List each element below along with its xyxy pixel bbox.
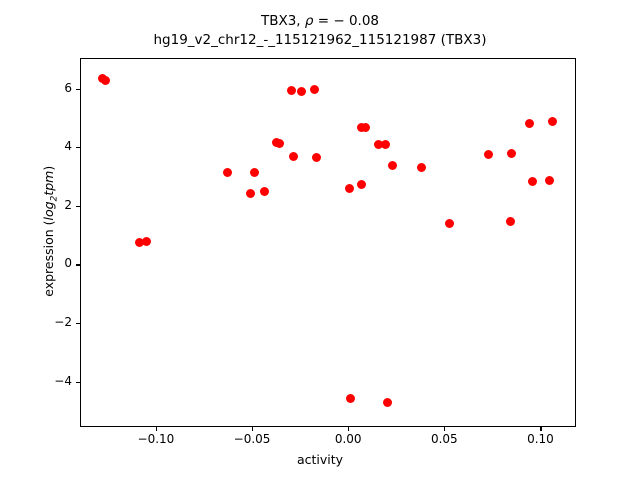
x-tick-label: −0.10: [137, 432, 175, 446]
ylabel-log: log: [40, 201, 56, 221]
x-tick-mark: [155, 427, 158, 431]
scatter-point: [296, 86, 306, 96]
figure-title: TBX3, ρ = − 0.08 hg19_v2_chr12_-_1151219…: [0, 12, 640, 50]
scatter-point: [417, 163, 427, 173]
scatter-point: [373, 140, 383, 150]
scatter-point: [246, 188, 256, 198]
scatter-point: [547, 116, 557, 126]
y-tick-mark: [76, 323, 80, 325]
scatter-point: [484, 150, 494, 160]
scatter-point: [312, 152, 321, 162]
y-tick-label: −2: [54, 315, 72, 330]
scatter-point: [344, 183, 354, 193]
y-tick-label: 0: [64, 256, 72, 271]
scatter-point: [287, 86, 296, 96]
y-tick-mark: [76, 147, 80, 149]
scatter-point: [249, 167, 259, 177]
scatter-point: [275, 138, 285, 148]
scatter-point: [357, 180, 367, 190]
scatter-point: [259, 186, 269, 196]
y-axis-label: expression (log2tpm): [41, 31, 60, 431]
title-line-1: TBX3, ρ = − 0.08: [0, 12, 640, 31]
scatter-point: [288, 152, 298, 162]
title-rho-symbol: ρ: [304, 13, 314, 29]
x-tick-mark: [348, 427, 350, 431]
scatter-point: [525, 118, 535, 128]
scatter-point: [135, 238, 145, 248]
x-tick-label: −0.05: [233, 432, 271, 446]
x-tick-label: 0.00: [334, 432, 362, 446]
scatter-point: [361, 123, 371, 133]
scatter-points-layer: [81, 59, 575, 426]
y-tick-mark: [76, 264, 80, 266]
scatter-point: [101, 75, 111, 85]
x-axis-label: activity: [296, 452, 344, 467]
scatter-point: [528, 176, 538, 186]
scatter-point: [141, 236, 151, 246]
x-tick-mark: [540, 427, 542, 431]
x-tick-label: 0.05: [430, 432, 458, 446]
scatter-point: [387, 161, 397, 171]
y-tick-label: 6: [64, 80, 72, 95]
title-line-2: hg19_v2_chr12_-_115121962_115121987 (TBX…: [153, 32, 487, 48]
title-gene: TBX3,: [260, 13, 305, 29]
scatter-point: [222, 168, 232, 178]
ylabel-prefix: expression (: [40, 220, 56, 297]
x-tick-mark: [444, 427, 446, 431]
y-tick-label: −4: [54, 373, 72, 388]
ylabel-suffix: ): [40, 165, 56, 171]
scatter-point: [380, 139, 390, 149]
scatter-point: [383, 398, 393, 408]
y-tick-mark: [76, 381, 80, 383]
scatter-point: [310, 85, 320, 95]
y-tick-label: 4: [64, 139, 72, 154]
scatter-point: [444, 219, 454, 229]
y-tick-label: 2: [64, 197, 72, 212]
scatter-point: [507, 148, 517, 158]
ylabel-subscript: 2: [49, 195, 60, 202]
title-rho-value: = − 0.08: [313, 13, 380, 29]
scatter-point: [544, 176, 554, 186]
x-tick-label: 0.10: [527, 432, 554, 446]
scatter-point: [345, 394, 355, 404]
ylabel-tpm: tpm: [40, 170, 56, 196]
plot-area: [80, 58, 576, 427]
y-tick-mark: [76, 88, 80, 90]
y-tick-mark: [76, 205, 80, 207]
scatter-point: [506, 216, 516, 226]
x-tick-mark: [252, 427, 254, 431]
